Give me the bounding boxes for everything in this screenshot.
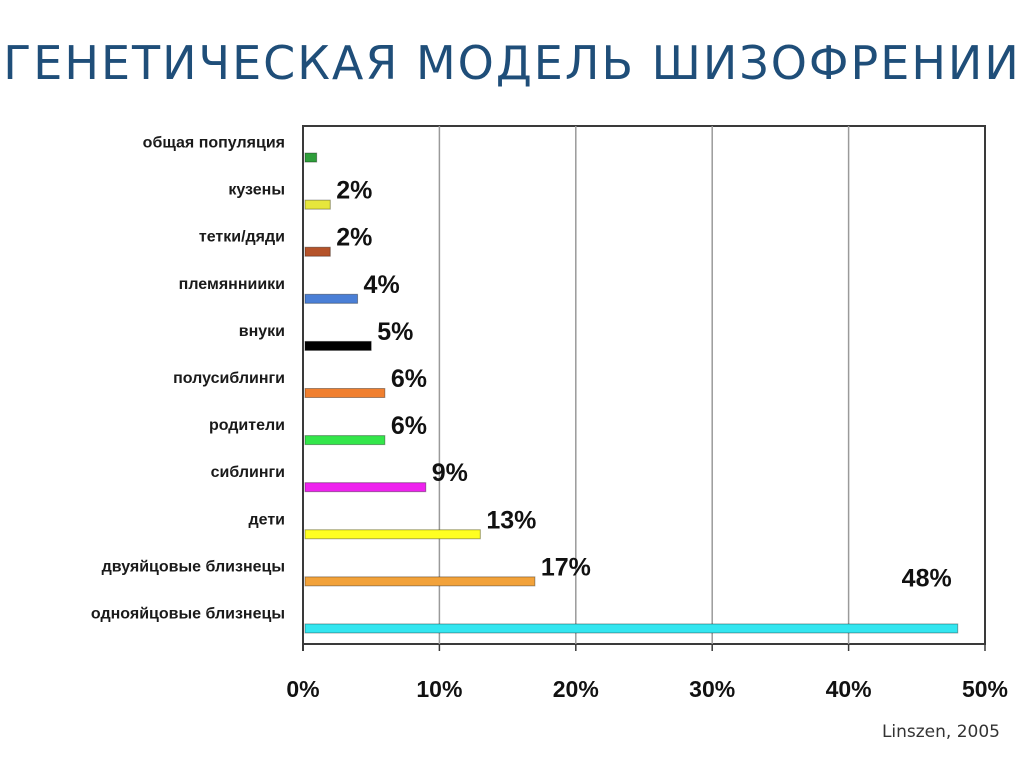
category-label: дети <box>248 511 285 528</box>
data-label: 6% <box>391 365 427 393</box>
data-label: 13% <box>486 506 536 534</box>
bar <box>304 293 359 304</box>
category-label: внуки <box>239 323 285 340</box>
bar <box>304 482 427 493</box>
category-label: однояйцовые близнецы <box>91 605 285 622</box>
category-label: двуяйцовые близнецы <box>102 558 285 575</box>
category-label: полусиблинги <box>173 370 285 387</box>
data-label: 48% <box>902 564 952 592</box>
category-label: тетки/дяди <box>199 229 285 246</box>
data-label: 9% <box>432 459 468 487</box>
x-tick-label: 50% <box>962 676 1008 702</box>
bar <box>304 340 372 351</box>
data-label: 5% <box>377 318 413 346</box>
category-label: племянниики <box>179 276 285 293</box>
slide-title: ГЕНЕТИЧЕСКАЯ МОДЕЛЬ ШИЗОФРЕНИИ <box>3 36 1021 90</box>
category-label: общая популяция <box>143 135 285 152</box>
x-tick-label: 30% <box>689 676 735 702</box>
category-label: кузены <box>228 182 285 199</box>
bar <box>304 529 481 540</box>
data-label: 6% <box>391 412 427 440</box>
bar <box>304 435 386 446</box>
bar <box>304 152 318 163</box>
bar <box>304 199 331 210</box>
data-label: 2% <box>336 224 372 252</box>
bar <box>304 576 536 587</box>
category-label: родители <box>209 417 285 434</box>
data-label: 2% <box>336 177 372 205</box>
category-label: сиблинги <box>211 464 285 481</box>
data-label: 4% <box>364 271 400 299</box>
x-tick-label: 10% <box>416 676 462 702</box>
bar <box>304 246 331 257</box>
bar <box>304 388 386 398</box>
x-tick-label: 20% <box>553 676 599 702</box>
data-label: 17% <box>541 553 591 581</box>
x-tick-label: 0% <box>286 676 319 702</box>
source-citation: Linszen, 2005 <box>881 722 1000 742</box>
x-tick-label: 40% <box>826 676 872 702</box>
bar <box>304 623 959 634</box>
